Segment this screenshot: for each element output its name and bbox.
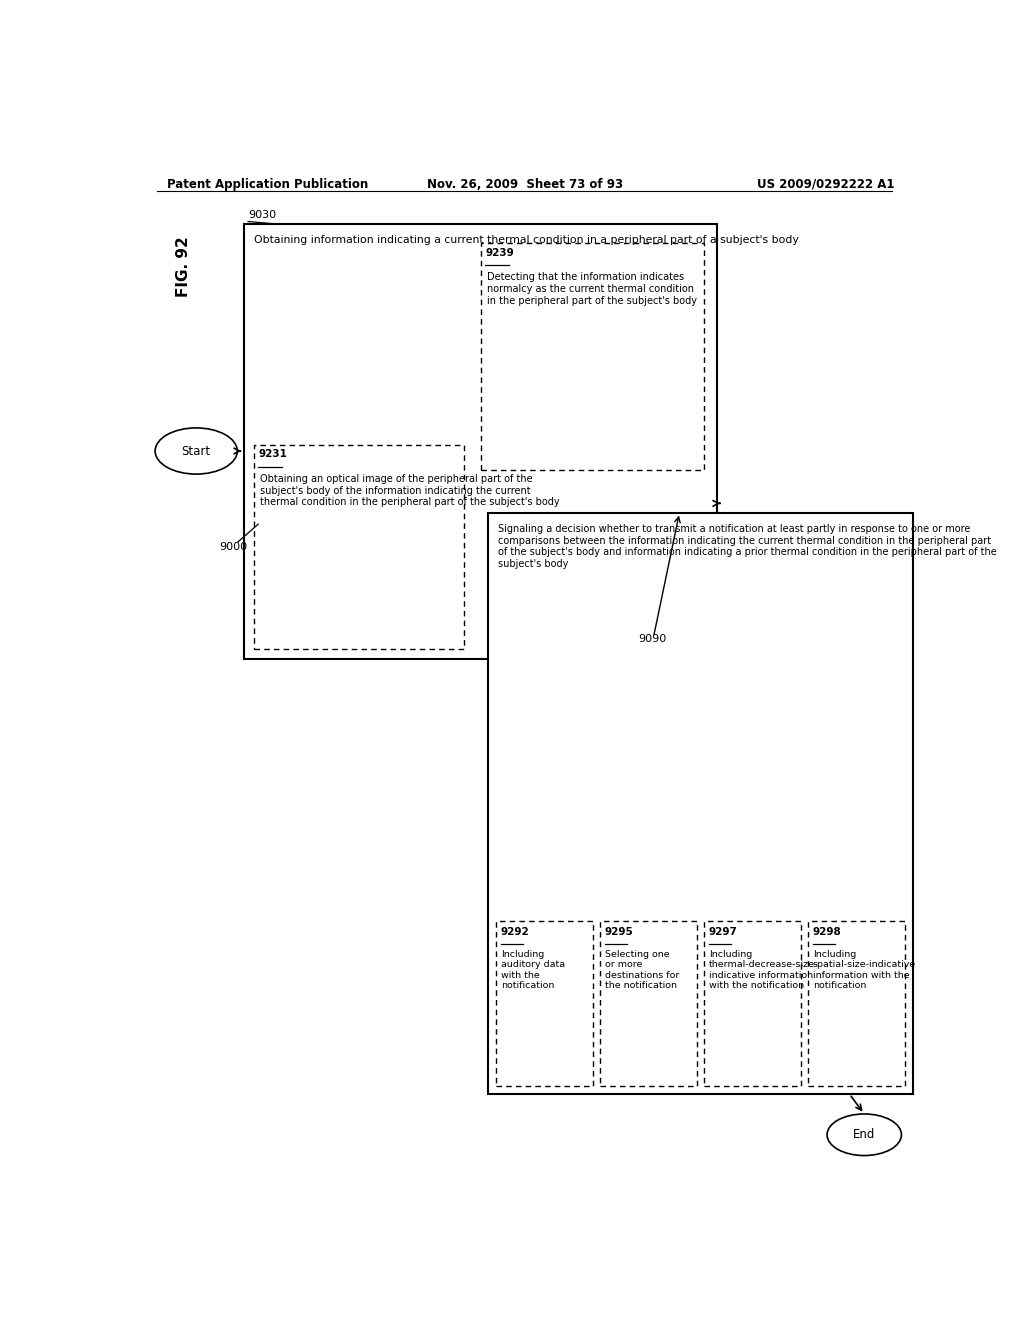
Text: Signaling a decision whether to transmit a notification at least partly in respo: Signaling a decision whether to transmit… — [498, 524, 996, 569]
Text: 9292: 9292 — [501, 927, 529, 937]
FancyBboxPatch shape — [496, 921, 593, 1086]
Text: Including
auditory data
with the
notification: Including auditory data with the notific… — [501, 950, 565, 990]
Text: 9295: 9295 — [605, 927, 634, 937]
Text: 9000: 9000 — [219, 543, 248, 552]
Text: Including
spatial-size-indicative
information with the
notification: Including spatial-size-indicative inform… — [813, 950, 916, 990]
Text: 9298: 9298 — [813, 927, 842, 937]
Text: 9090: 9090 — [638, 635, 667, 644]
Ellipse shape — [155, 428, 238, 474]
Text: Start: Start — [181, 445, 211, 458]
FancyBboxPatch shape — [480, 243, 703, 470]
FancyBboxPatch shape — [245, 224, 717, 659]
FancyBboxPatch shape — [600, 921, 697, 1086]
Text: FIG. 92: FIG. 92 — [176, 236, 191, 297]
Text: Nov. 26, 2009  Sheet 73 of 93: Nov. 26, 2009 Sheet 73 of 93 — [427, 178, 623, 190]
Text: Detecting that the information indicates
normalcy as the current thermal conditi: Detecting that the information indicates… — [486, 272, 696, 305]
Text: End: End — [853, 1129, 876, 1142]
Text: Selecting one
or more
destinations for
the notification: Selecting one or more destinations for t… — [605, 950, 679, 990]
Text: US 2009/0292222 A1: US 2009/0292222 A1 — [757, 178, 895, 190]
Ellipse shape — [827, 1114, 901, 1155]
FancyBboxPatch shape — [705, 921, 802, 1086]
Text: Obtaining information indicating a current thermal condition in a peripheral par: Obtaining information indicating a curre… — [254, 235, 799, 246]
Text: Including
thermal-decrease-size-
indicative information
with the notification: Including thermal-decrease-size- indicat… — [709, 950, 818, 990]
Text: 9231: 9231 — [258, 450, 287, 459]
Text: Obtaining an optical image of the peripheral part of the
subject's body of the i: Obtaining an optical image of the periph… — [260, 474, 559, 507]
FancyBboxPatch shape — [488, 512, 913, 1094]
FancyBboxPatch shape — [254, 445, 464, 649]
Text: Patent Application Publication: Patent Application Publication — [167, 178, 368, 190]
FancyBboxPatch shape — [808, 921, 905, 1086]
Text: 9239: 9239 — [485, 248, 514, 257]
Text: 9297: 9297 — [709, 927, 737, 937]
Text: 9030: 9030 — [248, 210, 276, 220]
